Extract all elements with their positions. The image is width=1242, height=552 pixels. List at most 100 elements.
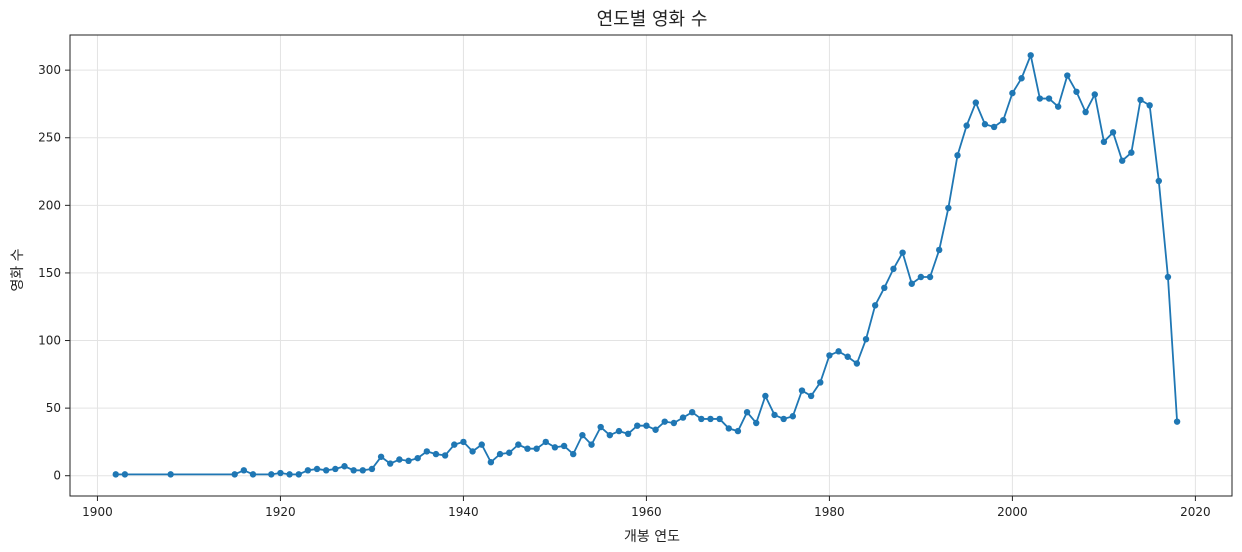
axis-ticks: 1900 1920 1940 1960 1980 2000 2020 0 50 100 150 200… (38, 63, 1211, 519)
data-point (707, 415, 714, 423)
data-point (871, 302, 879, 309)
x-axis-label: 개봉 연도 (624, 529, 680, 545)
data-point (817, 379, 824, 386)
x-tick-label: 2020 (1180, 505, 1211, 519)
series-line (115, 52, 1178, 476)
data-point (716, 415, 723, 423)
series-markers (112, 52, 1181, 478)
data-point (1137, 96, 1144, 104)
data-point (478, 441, 485, 448)
data-point (359, 467, 366, 474)
data-point (1100, 138, 1108, 145)
data-point (1173, 418, 1181, 425)
data-point (368, 465, 376, 473)
data-point (670, 419, 678, 427)
data-point (1045, 95, 1053, 102)
data-point (615, 427, 623, 435)
x-tick-label: 1940 (448, 505, 479, 519)
data-point (487, 459, 495, 466)
data-point (908, 280, 915, 287)
data-point (936, 246, 943, 254)
data-point (643, 422, 650, 429)
data-point (688, 408, 696, 416)
y-tick-label: 0 (53, 469, 61, 483)
data-point (972, 99, 980, 106)
data-point (304, 467, 312, 474)
x-tick-label: 1960 (631, 505, 662, 519)
data-point (1146, 102, 1153, 109)
data-point (652, 426, 659, 433)
data-point (1054, 103, 1062, 110)
data-point (286, 471, 293, 478)
data-point (1155, 177, 1163, 185)
data-point (1164, 273, 1172, 281)
data-point (432, 450, 440, 458)
data-point (606, 431, 614, 439)
data-point (725, 425, 732, 432)
data-point (734, 427, 742, 435)
data-point (542, 438, 549, 446)
data-point (313, 465, 321, 473)
data-point (377, 453, 385, 460)
data-point (624, 430, 632, 438)
data-point (945, 204, 952, 212)
data-point (570, 450, 577, 458)
data-point (661, 418, 668, 425)
data-point (990, 123, 998, 131)
data-point (341, 463, 348, 470)
data-point (743, 408, 751, 416)
data-point (249, 471, 257, 478)
data-point (469, 448, 476, 455)
data-point (963, 122, 970, 129)
data-point (780, 415, 787, 423)
data-point (405, 457, 412, 465)
data-point (881, 284, 888, 292)
y-tick-label: 300 (38, 63, 61, 77)
data-point (771, 411, 778, 419)
data-point (844, 353, 851, 360)
data-point (807, 392, 815, 400)
data-point (551, 444, 559, 451)
x-tick-label: 1920 (265, 505, 296, 519)
data-point (579, 431, 586, 439)
data-point (926, 273, 934, 281)
data-point (414, 454, 421, 462)
data-point (1128, 149, 1135, 156)
data-point (698, 415, 705, 423)
data-point (322, 467, 330, 474)
data-point (679, 414, 687, 421)
data-point (268, 471, 275, 478)
x-tick-label: 1900 (82, 505, 113, 519)
data-point (524, 445, 531, 452)
data-point (1009, 89, 1016, 97)
data-point (231, 471, 238, 478)
data-point (350, 467, 357, 474)
data-point (917, 273, 925, 281)
y-tick-label: 100 (38, 334, 61, 348)
data-point (1109, 129, 1117, 136)
data-point (396, 456, 403, 463)
y-tick-label: 50 (46, 401, 61, 415)
data-point (295, 471, 302, 478)
data-point (890, 265, 897, 273)
data-point (1091, 91, 1098, 98)
data-point (1000, 116, 1007, 124)
chart-title: 연도별 영화 수 (597, 9, 708, 30)
data-point (1119, 157, 1126, 164)
data-point (753, 419, 760, 427)
data-point (533, 445, 540, 452)
data-point (597, 423, 604, 431)
data-point (277, 469, 284, 477)
plot-frame (69, 34, 1233, 497)
x-tick-label: 1980 (814, 505, 845, 519)
data-point (634, 422, 641, 429)
data-point (1036, 95, 1044, 102)
data-point (1073, 88, 1080, 95)
data-point (505, 449, 513, 456)
data-point (121, 471, 129, 478)
data-point (798, 387, 806, 394)
data-point (167, 471, 174, 478)
data-point (332, 465, 339, 473)
y-tick-label: 200 (38, 198, 61, 212)
data-point (387, 460, 394, 467)
